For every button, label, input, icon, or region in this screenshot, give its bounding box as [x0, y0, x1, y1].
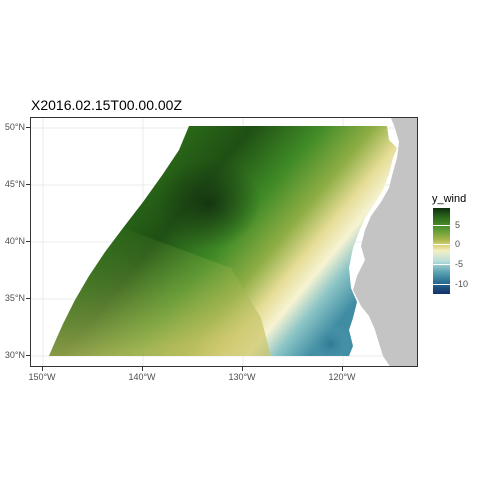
land-mass	[353, 118, 417, 366]
x-tick-label: 120°W	[328, 372, 356, 382]
y-tick-mark	[26, 355, 30, 356]
wind-field-core	[141, 158, 291, 288]
y-tick-label: 35°N	[4, 293, 25, 303]
y-tick-mark	[26, 184, 30, 185]
legend-tick-mark	[433, 264, 450, 265]
legend-tick-mark	[433, 225, 450, 226]
x-tick-mark	[342, 367, 343, 371]
y-tick-mark	[26, 298, 30, 299]
y-tick-mark	[26, 127, 30, 128]
y-tick-mark	[26, 241, 30, 242]
map-canvas	[31, 118, 417, 366]
legend-tick-label: 5	[455, 220, 461, 230]
x-tick-label: 130°W	[228, 372, 256, 382]
legend-tick-mark	[433, 244, 450, 245]
legend-tick-mark	[433, 284, 450, 285]
map-title: X2016.02.15T00.00.00Z	[31, 97, 183, 113]
legend-tick-label: -5	[455, 259, 464, 269]
y-tick-label: 40°N	[4, 236, 25, 246]
map-panel	[30, 117, 418, 367]
x-tick-label: 150°W	[28, 372, 56, 382]
wind-field-negative	[251, 258, 353, 356]
y-tick-label: 45°N	[4, 179, 25, 189]
legend-title: y_wind	[432, 193, 467, 205]
legend-tick-label: 0	[455, 239, 461, 249]
legend-colorbar	[433, 208, 450, 294]
x-tick-mark	[142, 367, 143, 371]
x-tick-mark	[242, 367, 243, 371]
x-tick-mark	[42, 367, 43, 371]
legend-tick-label: -10	[455, 279, 469, 289]
y-tick-label: 30°N	[4, 350, 25, 360]
y-tick-label: 50°N	[4, 122, 25, 132]
wind-field-south	[49, 228, 271, 356]
x-tick-label: 140°W	[128, 372, 156, 382]
